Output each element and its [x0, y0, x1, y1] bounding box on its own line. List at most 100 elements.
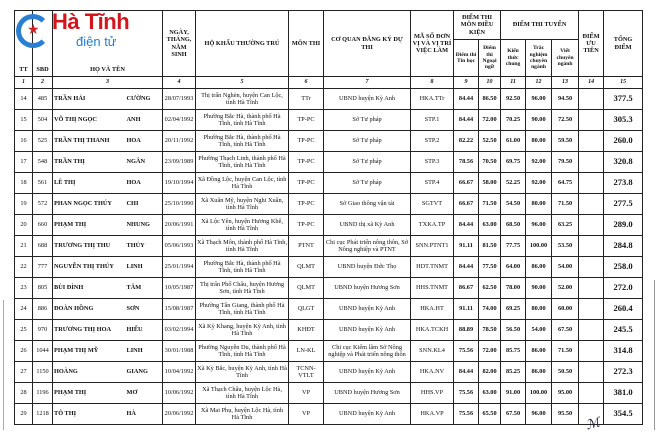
- cell-total: 272.3: [603, 361, 644, 383]
- cell-surname: TRẦN THỊ THANH: [52, 130, 126, 152]
- page-edge-line: [654, 280, 655, 430]
- cell-dob: 30/01/1988: [162, 340, 197, 362]
- cell-dob: 20/06/1992: [162, 403, 197, 425]
- column-number: 8: [410, 76, 455, 89]
- cell-mcq: 80.00: [525, 193, 553, 215]
- column-number: 15: [603, 76, 644, 89]
- cell-address: Xã Đồng Lộc, huyện Can Lộc, tỉnh Hà Tĩnh: [195, 172, 290, 194]
- cell-general: 85.25: [500, 361, 527, 383]
- cell-address: Xã Mai Phụ, huyện Lộc Hà, tỉnh Hà Tĩnh: [195, 403, 290, 425]
- cell-address: Phường Tân Giang, thành phố Hà Tĩnh, tỉn…: [195, 298, 290, 320]
- logo-text-main: Hà Tĩnh: [52, 9, 130, 34]
- cell-priority: [578, 130, 605, 152]
- cell-agency: Sở Tư pháp: [323, 109, 412, 131]
- cell-surname: PHẠM THỊ MỸ: [52, 340, 126, 362]
- cell-dob: 20/11/1992: [162, 130, 197, 152]
- ha-tinh-dien-tu-logo: ★ Hà Tĩnh điện tử: [16, 9, 136, 52]
- cell-sbd: 688: [32, 235, 53, 257]
- cell-stt: 14: [14, 88, 33, 110]
- cell-subject: VP: [288, 403, 325, 425]
- column-number: 14: [578, 76, 605, 89]
- header-exam-mcq: Trắc nghiệm chuyên ngành: [525, 39, 553, 77]
- results-table: TT SBD HỌ VÀ TÊN NGÀY, THÁNG, NĂM SINH H…: [14, 10, 644, 425]
- cell-lang: 78.50: [478, 319, 502, 341]
- cell-mcq: 100.00: [525, 235, 553, 257]
- cell-lang: 52.50: [478, 130, 502, 152]
- cell-code: SGTVT: [410, 193, 455, 215]
- cell-code: HKA.NV: [410, 361, 455, 383]
- cell-dob: 10/05/1987: [162, 277, 197, 299]
- cell-mcq: 100.00: [525, 382, 553, 404]
- cell-priority: [578, 193, 605, 215]
- cell-total: 289.0: [603, 214, 644, 236]
- cell-mcq: 54.00: [525, 319, 553, 341]
- cell-priority: [578, 298, 605, 320]
- cell-address: Xã Xuân Mỹ, huyện Nghi Xuân, tỉnh Hà Tĩn…: [195, 193, 290, 215]
- cell-dob: 02/04/1992: [162, 109, 197, 131]
- cell-total: 284.8: [603, 235, 644, 257]
- cell-general: 70.25: [500, 109, 527, 131]
- cell-address: Xã Thạch Châu, huyện Lộc Hà, tỉnh Hà Tĩn…: [195, 382, 290, 404]
- cell-given: HOA: [125, 130, 164, 152]
- cell-sbd: 805: [32, 277, 53, 299]
- cell-stt: 18: [14, 172, 33, 194]
- cell-total: 314.8: [603, 340, 644, 362]
- cell-subject: TP-PC: [288, 130, 325, 152]
- cell-general: 68.50: [500, 214, 527, 236]
- cell-written: 71.50: [551, 193, 580, 215]
- cell-address: Phường Thạch Linh, thành phố Hà Tĩnh, tỉ…: [195, 151, 290, 173]
- page-edge-line: [3, 300, 4, 430]
- cell-dob: 15/08/1987: [162, 298, 197, 320]
- cell-surname: TRƯƠNG THỊ THU: [52, 235, 126, 257]
- cell-surname: TÔ THỊ: [52, 403, 126, 425]
- cell-surname: HOÀNG: [52, 361, 126, 383]
- cell-given: HÀ: [125, 403, 164, 425]
- cell-code: HHS.VP: [410, 382, 455, 404]
- cell-stt: 28: [14, 382, 33, 404]
- cell-general: 69.75: [500, 151, 527, 173]
- cell-agency: UBND huyện Kỳ Anh: [323, 403, 412, 425]
- cell-sbd: 1196: [32, 382, 53, 404]
- cell-general: 85.75: [500, 340, 527, 362]
- cell-lang: 58.00: [478, 172, 502, 194]
- cell-lang: 77.50: [478, 256, 502, 278]
- cell-subject: TCNN-VTLT: [288, 361, 325, 383]
- table-row: 25 970 TRƯƠNG THỊ HOA HIẾU 03/02/1994 Xã Kỳ K…: [14, 319, 644, 341]
- cell-code: HDT.TNMT: [410, 256, 455, 278]
- cell-lang: 74.00: [478, 298, 502, 320]
- cell-lang: 71.50: [478, 193, 502, 215]
- cell-given: SƠN: [125, 298, 164, 320]
- cell-mcq: 90.00: [525, 109, 553, 131]
- cell-subject: KHĐT: [288, 319, 325, 341]
- table-row: 17 548 TRẦN THỊ NGÂN 23/09/1989 Phường Thạch …: [14, 151, 644, 173]
- cell-lang: 82.00: [478, 361, 502, 383]
- cell-subject: LN-KL: [288, 340, 325, 362]
- cell-address: Phường Bắc Hà, thành phố Hà Tĩnh, tỉnh H…: [195, 130, 290, 152]
- cell-subject: QLMT: [288, 277, 325, 299]
- cell-total: 377.5: [603, 88, 644, 110]
- column-number: 1: [14, 76, 33, 89]
- header-exam-group: ĐIỂM THI TUYỂN: [500, 10, 580, 40]
- cell-stt: 25: [14, 319, 33, 341]
- cell-total: 260.4: [603, 298, 644, 320]
- cell-lang: 63.00: [478, 214, 502, 236]
- cell-given: HIẾU: [125, 319, 164, 341]
- cell-subject: TP-PC: [288, 214, 325, 236]
- cell-general: 61.00: [500, 130, 527, 152]
- cell-stt: 20: [14, 214, 33, 236]
- cell-code: SNN.PTNT1: [410, 235, 455, 257]
- cell-general: 54.50: [500, 193, 527, 215]
- cell-code: HKA.VP: [410, 403, 455, 425]
- cell-dob: 03/02/1994: [162, 319, 197, 341]
- column-number: 5: [195, 76, 290, 89]
- cell-mcq: 80.00: [525, 298, 553, 320]
- cell-sbd: 561: [32, 172, 53, 194]
- cell-agency: UBND huyện Kỳ Anh: [323, 361, 412, 383]
- cell-sbd: 504: [32, 109, 53, 131]
- header-name: HỌ VÀ TÊN: [51, 10, 164, 77]
- cell-total: 320.8: [603, 151, 644, 173]
- cell-given: TÂM: [125, 277, 164, 299]
- cell-mcq: 90.00: [525, 277, 553, 299]
- cell-written: 71.50: [551, 340, 580, 362]
- cell-surname: LÊ THỊ: [52, 172, 126, 194]
